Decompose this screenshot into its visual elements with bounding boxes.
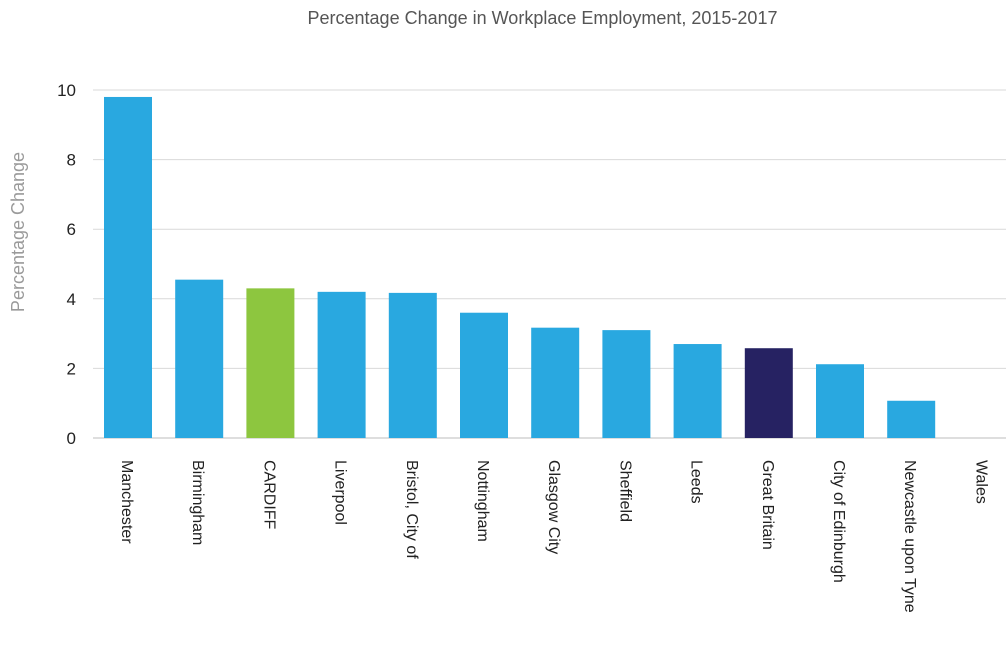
x-category-label: Leeds bbox=[688, 460, 705, 504]
y-tick-label: 4 bbox=[67, 290, 76, 309]
bar bbox=[887, 400, 936, 438]
bar bbox=[317, 291, 366, 438]
chart-title: Percentage Change in Workplace Employmen… bbox=[307, 8, 778, 28]
bar bbox=[388, 292, 437, 438]
x-category-label: Newcastle upon Tyne bbox=[901, 460, 918, 613]
x-category-label: Glasgow City bbox=[545, 460, 562, 554]
bar bbox=[531, 327, 580, 438]
bar bbox=[460, 312, 508, 438]
x-category-label: Great Britain bbox=[759, 460, 776, 550]
x-category-label: Nottingham bbox=[474, 460, 491, 542]
bar bbox=[104, 96, 152, 439]
y-tick-label: 2 bbox=[67, 359, 76, 378]
bar bbox=[175, 279, 224, 438]
bar bbox=[673, 344, 722, 438]
x-category-label: City of Edinburgh bbox=[830, 460, 847, 583]
x-category-label: Wales bbox=[972, 460, 989, 504]
x-category-label: Liverpool bbox=[332, 460, 349, 525]
x-category-label: CARDIFF bbox=[260, 460, 277, 530]
y-tick-label: 0 bbox=[67, 429, 76, 448]
bar bbox=[816, 364, 864, 438]
y-axis-label: Percentage Change bbox=[8, 152, 28, 312]
bar bbox=[602, 330, 651, 438]
y-tick-label: 10 bbox=[57, 81, 76, 100]
y-tick-label: 8 bbox=[67, 151, 76, 170]
bars bbox=[104, 96, 936, 439]
x-category-label: Sheffield bbox=[616, 460, 633, 522]
x-category-label: Bristol, City of bbox=[403, 460, 420, 559]
x-category-label: Birmingham bbox=[189, 460, 206, 545]
bar bbox=[246, 288, 295, 438]
y-axis-ticks: 0 2 4 6 8 10 bbox=[57, 81, 76, 448]
x-axis-labels: Manchester Birmingham CARDIFF Liverpool Bris… bbox=[118, 460, 989, 613]
x-category-label: Manchester bbox=[118, 460, 135, 544]
y-tick-label: 6 bbox=[67, 220, 76, 239]
bar bbox=[744, 348, 793, 438]
